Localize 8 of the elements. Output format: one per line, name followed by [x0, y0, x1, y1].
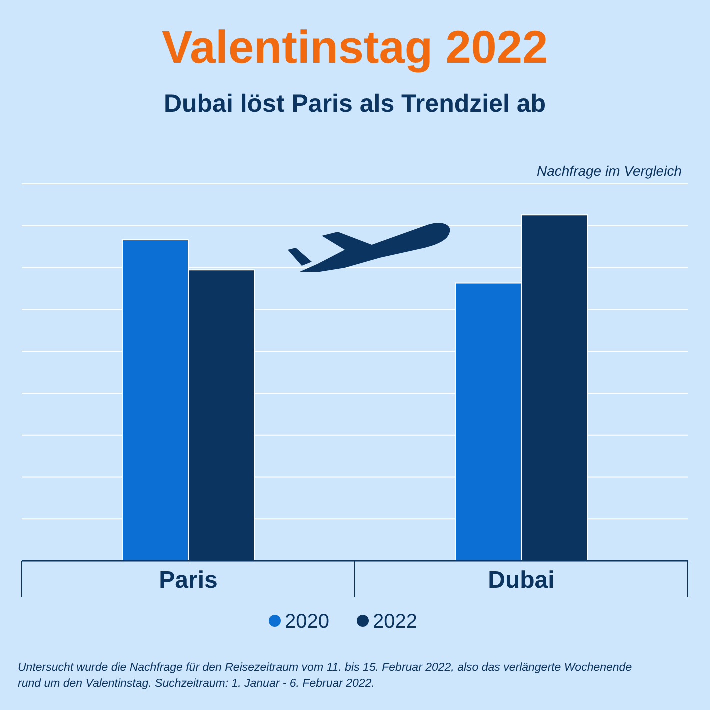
legend-label: 2022 — [373, 611, 418, 633]
x-tick-label: Dubai — [488, 567, 555, 594]
text: Untersucht wurde die Nachfrage für den Reisezeitraum vom 11. bis 15. Februar 2022, also das verlängerte Wochenende rund um den Valentinstag. Suchzeitraum: 1. Januar - 6. Februar 2022. — [18, 662, 632, 690]
text: Nachfrage im Vergleich — [537, 163, 682, 179]
chart-title: Valentinstag 2022 — [162, 21, 548, 73]
x-tick-label: Paris — [159, 567, 218, 594]
legend-label: 2020 — [285, 611, 330, 633]
chart-subtitle: Dubai löst Paris als Trendziel ab — [164, 90, 546, 118]
